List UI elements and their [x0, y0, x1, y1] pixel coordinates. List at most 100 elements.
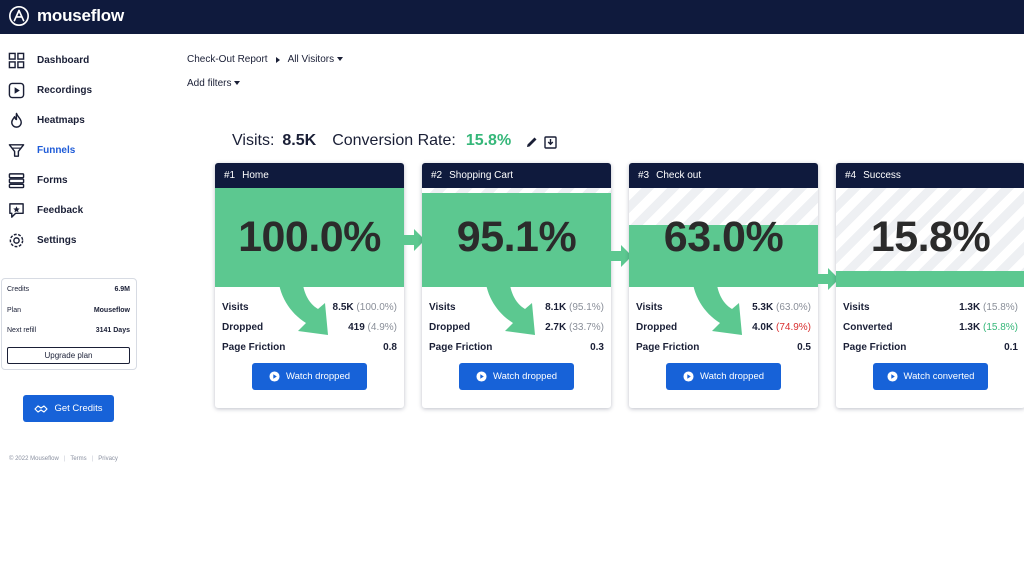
step-percentage: 100.0%: [238, 213, 381, 261]
stat-value: 1.3K (15.8%): [959, 322, 1018, 333]
step-number: #3: [638, 170, 650, 181]
copyright: © 2022 Mouseflow: [9, 456, 59, 462]
funnel-step-card: #4 Success 15.8% Visits 1.3K (15.8%) Con…: [836, 163, 1024, 408]
stat-number: 4.0K: [752, 321, 774, 333]
settings-icon: [9, 233, 24, 247]
stat-percent: (15.8%): [982, 301, 1018, 313]
stat-number: 0.3: [590, 341, 604, 353]
get-credits-label: Get Credits: [54, 403, 103, 414]
footer-divider: |: [63, 456, 66, 462]
drop-off-arrow-icon: [692, 273, 742, 335]
step-header: #2 Shopping Cart: [422, 163, 611, 188]
stat-row: Page Friction 0.5: [636, 337, 811, 357]
add-filters-label: Add filters: [187, 78, 232, 89]
download-icon[interactable]: [544, 136, 557, 149]
stat-row: Visits 8.1K (95.1%): [429, 297, 604, 317]
stat-row: Visits 5.3K (63.0%): [636, 297, 811, 317]
mouseflow-logo-icon: [9, 6, 29, 26]
watch-button[interactable]: Watch dropped: [666, 363, 781, 390]
stat-label: Visits: [843, 301, 870, 313]
stat-label: Visits: [636, 301, 663, 313]
sidebar-item-dashboard[interactable]: Dashboard: [8, 49, 89, 71]
step-percentage: 95.1%: [456, 213, 577, 261]
stat-label: Dropped: [222, 321, 264, 333]
sidebar-item-feedback[interactable]: Feedback: [8, 199, 83, 221]
step-number: #4: [845, 170, 857, 181]
step-number: #2: [431, 170, 443, 181]
stat-value: 1.3K (15.8%): [959, 302, 1018, 313]
footer-divider: |: [91, 456, 94, 462]
stat-value: 5.3K (63.0%): [752, 302, 811, 313]
sidebar-item-settings[interactable]: Settings: [8, 229, 76, 251]
watch-button[interactable]: Watch converted: [873, 363, 988, 390]
visits-value: 8.5K: [282, 132, 317, 149]
step-stats: Visits 5.3K (63.0%) Dropped 4.0K (74.9%)…: [636, 297, 811, 357]
add-filters-dropdown[interactable]: Add filters: [187, 78, 241, 89]
terms-link[interactable]: Terms: [70, 456, 87, 462]
step-bar: [836, 188, 1024, 287]
stat-label: Visits: [429, 301, 456, 313]
stat-value: 0.3: [590, 342, 604, 353]
stat-value: 0.8: [383, 342, 397, 353]
step-name: Home: [242, 170, 269, 181]
stat-number: 419: [348, 321, 365, 333]
step-stats: Visits 8.5K (100.0%) Dropped 419 (4.9%) …: [222, 297, 397, 357]
recordings-icon: [8, 82, 25, 98]
stat-row: Dropped 419 (4.9%): [222, 317, 397, 337]
step-header: #1 Home: [215, 163, 404, 188]
upgrade-plan-button[interactable]: Upgrade plan: [7, 347, 130, 364]
plan-row: Plan Mouseflow: [7, 307, 130, 314]
stat-row: Dropped 2.7K (33.7%): [429, 317, 604, 337]
step-name: Success: [863, 170, 901, 181]
next-refill-row: Next refill 3141 Days: [7, 327, 130, 334]
sidebar-item-funnels[interactable]: Funnels: [8, 139, 75, 161]
step-percentage: 15.8%: [870, 213, 991, 261]
sidebar-item-label: Settings: [37, 234, 77, 246]
report-selector[interactable]: Check-Out Report: [187, 54, 268, 65]
chevron-down-icon: [234, 81, 241, 86]
get-credits-button[interactable]: Get Credits: [23, 395, 114, 422]
stat-value: 419 (4.9%): [348, 322, 397, 333]
breadcrumb: Check-Out Report All Visitors: [187, 54, 344, 65]
segment-selector[interactable]: All Visitors: [288, 54, 344, 65]
step-header: #3 Check out: [629, 163, 818, 188]
stat-label: Visits: [222, 301, 249, 313]
watch-button-label: Watch dropped: [492, 371, 558, 382]
forms-icon: [8, 172, 25, 188]
funnel-step-card: #3 Check out 63.0% Visits 5.3K (63.0%) D…: [629, 163, 818, 408]
conversion-rate-label: Conversion Rate:: [332, 132, 456, 149]
dashboard-icon: [8, 52, 25, 68]
credits-row: Credits 6.9M: [7, 286, 130, 293]
credits-panel: Credits 6.9M Plan Mouseflow Next refill …: [1, 278, 137, 370]
sidebar-item-label: Forms: [37, 174, 68, 186]
step-name: Check out: [656, 170, 702, 181]
stat-row: Visits 1.3K (15.8%): [843, 297, 1018, 317]
sidebar-item-recordings[interactable]: Recordings: [8, 79, 92, 101]
stat-number: 8.5K: [332, 301, 354, 313]
stat-percent: (95.1%): [568, 301, 604, 313]
feedback-icon: [9, 202, 24, 218]
stat-percent: (100.0%): [356, 301, 397, 313]
funnels-icon: [8, 143, 25, 157]
sidebar-item-forms[interactable]: Forms: [8, 169, 68, 191]
visits-label: Visits:: [232, 132, 275, 149]
stat-number: 0.8: [383, 341, 397, 353]
stat-percent: (74.9%): [775, 321, 811, 333]
stat-value: 8.5K (100.0%): [333, 302, 397, 313]
watch-button[interactable]: Watch dropped: [459, 363, 574, 390]
step-bar-fill: [422, 193, 611, 287]
chevron-right-icon: [275, 56, 280, 63]
stat-number: 0.1: [1004, 341, 1018, 353]
logo[interactable]: mouseflow: [8, 5, 124, 27]
stat-value: 0.1: [1004, 342, 1018, 353]
sidebar-item-heatmaps[interactable]: Heatmaps: [8, 109, 85, 131]
stat-percent: (63.0%): [775, 301, 811, 313]
stat-number: 1.3K: [959, 301, 981, 313]
privacy-link[interactable]: Privacy: [98, 456, 118, 462]
handshake-icon: [34, 404, 49, 413]
edit-icon[interactable]: [526, 136, 538, 148]
stat-row: Visits 8.5K (100.0%): [222, 297, 397, 317]
segment-label: All Visitors: [287, 54, 335, 65]
stat-number: 1.3K: [959, 321, 981, 333]
watch-button[interactable]: Watch dropped: [252, 363, 367, 390]
